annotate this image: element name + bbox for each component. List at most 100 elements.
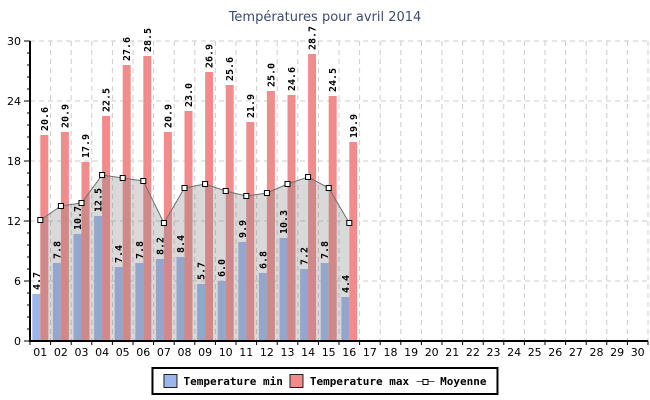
moyenne-marker (325, 185, 332, 191)
bar-temperature-min (155, 259, 164, 341)
x-tick-label: 01 (33, 346, 47, 359)
bar-temperature-max (40, 135, 49, 341)
bar-value-label: 25.0 (266, 63, 277, 87)
bar-value-label: 12.5 (94, 188, 105, 212)
moyenne-marker (160, 220, 167, 226)
moyenne-area (40, 175, 350, 341)
chart-legend: Temperature min Temperature max Moyenne (151, 367, 499, 395)
bar-value-label: 10.7 (73, 206, 84, 230)
bar-temperature-min (176, 257, 185, 341)
x-tick-label: 21 (445, 346, 459, 359)
moyenne-marker (284, 181, 291, 187)
bar-value-label: 7.8 (135, 241, 146, 259)
x-tick-label: 03 (75, 346, 89, 359)
x-tick-label: 13 (281, 346, 295, 359)
bar-temperature-min (32, 294, 41, 341)
x-tick-label: 16 (342, 346, 356, 359)
x-tick-label: 18 (384, 346, 398, 359)
bar-temperature-max (246, 122, 255, 341)
x-tick-label: 30 (631, 346, 645, 359)
x-tick-label: 17 (363, 346, 377, 359)
bar-value-label: 7.4 (114, 245, 125, 263)
bar-value-label: 4.7 (32, 272, 43, 290)
bar-value-label: 25.6 (225, 57, 236, 81)
bar-temperature-max (102, 116, 111, 341)
bar-value-label: 26.9 (205, 44, 216, 68)
bars-group (32, 54, 358, 341)
temperature-min-swatch-icon (163, 374, 178, 388)
bar-temperature-min (94, 216, 103, 341)
legend-label-moyenne: Moyenne (440, 374, 487, 388)
y-tick-label: 18 (7, 155, 21, 168)
x-tick-label: 04 (95, 346, 109, 359)
moyenne-marker (57, 203, 64, 209)
x-tick-label: 29 (610, 346, 624, 359)
grid-lines (30, 40, 649, 341)
moyenne-marker (181, 185, 188, 191)
bar-value-label: 28.7 (308, 26, 319, 50)
bar-value-label: 20.9 (163, 104, 174, 128)
x-tick-label: 26 (548, 346, 562, 359)
bar-temperature-min (258, 273, 267, 341)
moyenne-marker (140, 178, 147, 184)
bar-value-label: 21.9 (246, 94, 257, 118)
bar-value-label: 27.6 (122, 37, 133, 61)
bar-temperature-min (217, 281, 226, 341)
bar-value-label: 17.9 (81, 134, 92, 158)
bar-temperature-max (163, 132, 172, 341)
moyenne-line-marker-icon (416, 377, 435, 386)
bar-temperature-max (60, 132, 69, 341)
bar-value-label: 8.4 (176, 235, 187, 253)
bar-temperature-min (279, 238, 288, 341)
x-tick-label: 09 (198, 346, 212, 359)
legend-item-temperature-min: Temperature min (163, 374, 283, 388)
x-tick-label: 12 (260, 346, 274, 359)
y-tick-label: 6 (14, 275, 21, 288)
x-tick-label: 24 (507, 346, 521, 359)
bar-value-label: 10.3 (279, 210, 290, 234)
legend-item-temperature-max: Temperature max (289, 374, 409, 388)
x-tick-label: 27 (569, 346, 583, 359)
bar-temperature-min (320, 263, 329, 341)
legend-label-temperature-min: Temperature min (183, 374, 283, 388)
bar-temperature-min (114, 267, 123, 341)
bar-value-label: 6.0 (217, 259, 228, 277)
bar-value-label: 9.9 (238, 220, 249, 238)
x-tick-label: 06 (136, 346, 150, 359)
x-tick-label: 22 (466, 346, 480, 359)
bar-value-label: 7.8 (320, 241, 331, 259)
chart-title: Températures pour avril 2014 (228, 10, 422, 25)
bar-value-label: 6.8 (258, 251, 269, 269)
y-axis-ticks: 0 6 12 18 24 30 (7, 35, 30, 348)
bar-value-label: 28.5 (143, 28, 154, 52)
bar-value-label: 20.6 (40, 107, 51, 131)
x-tick-label: 20 (425, 346, 439, 359)
moyenne-marker (222, 188, 229, 194)
x-tick-label: 14 (301, 346, 315, 359)
moyenne-marker (346, 220, 353, 226)
bar-temperature-min (135, 263, 144, 341)
bar-value-label: 24.6 (287, 67, 298, 91)
x-tick-label: 11 (239, 346, 253, 359)
x-tick-label: 10 (219, 346, 233, 359)
bar-temperature-max (225, 85, 234, 341)
bar-temperature-min (341, 297, 350, 341)
x-tick-label: 25 (528, 346, 542, 359)
bar-temperature-min (73, 234, 82, 341)
y-tick-label: 30 (7, 35, 21, 48)
moyenne-marker (202, 181, 209, 187)
moyenne-marker (305, 174, 312, 180)
y-tick-label: 24 (7, 95, 21, 108)
x-tick-label: 05 (116, 346, 130, 359)
bar-temperature-min (238, 242, 247, 341)
temperature-max-swatch-icon (289, 374, 304, 388)
y-tick-label: 0 (14, 335, 21, 348)
bar-value-label: 7.2 (300, 247, 311, 265)
moyenne-marker (119, 175, 126, 181)
bar-value-label: 8.2 (155, 237, 166, 255)
bar-temperature-max (287, 95, 296, 341)
bar-value-labels: 4.7 20.6 7.8 20.9 10.7 17.9 12.5 22.5 7.4 27.6 7.8… (32, 26, 360, 293)
bar-temperature-max (308, 54, 317, 341)
